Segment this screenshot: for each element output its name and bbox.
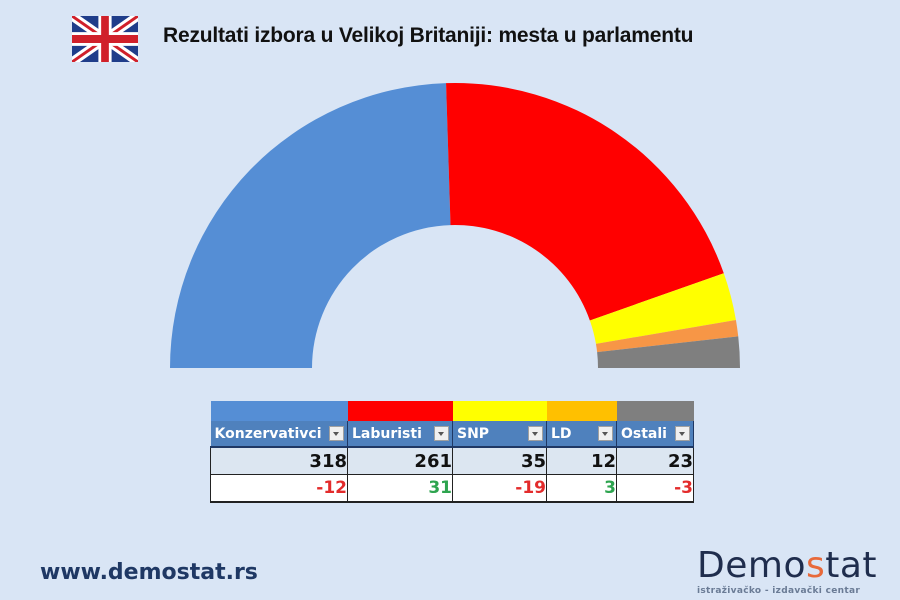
filter-dropdown-icon[interactable] [528, 426, 543, 441]
seats-cell: 261 [347, 447, 453, 475]
slice-ostali [597, 336, 740, 368]
change-cell: 3 [546, 474, 617, 503]
seats-cell: 35 [452, 447, 547, 475]
filter-dropdown-icon[interactable] [598, 426, 613, 441]
change-cell: -3 [616, 474, 694, 503]
slice-laburisti [446, 83, 724, 321]
slice-konzervativci [170, 83, 451, 369]
column-header-laburisti[interactable]: Laburisti [347, 421, 453, 448]
seats-row: 318 261 35 12 23 [210, 447, 694, 475]
page-title: Rezultati izbora u Velikoj Britaniji: me… [163, 24, 694, 47]
seats-cell: 23 [616, 447, 694, 475]
change-cell: -12 [210, 474, 348, 503]
results-table: Konzervativci Laburisti SNP LD Ostali 31… [210, 401, 694, 503]
swatch-ostali [616, 401, 694, 421]
swatch-konzervativci [210, 401, 348, 421]
header-row: Konzervativci Laburisti SNP LD Ostali [210, 421, 694, 448]
website-link[interactable]: www.demostat.rs [40, 560, 258, 585]
slice-ld [595, 319, 739, 353]
column-header-snp[interactable]: SNP [452, 421, 547, 448]
seats-cell: 318 [210, 447, 348, 475]
seats-cell: 12 [546, 447, 617, 475]
logo-tagline: istraživačko - izdavački centar [697, 586, 861, 596]
filter-dropdown-icon[interactable] [329, 426, 344, 441]
slice-snp [589, 273, 736, 344]
color-row [210, 401, 694, 421]
filter-dropdown-icon[interactable] [675, 426, 690, 441]
swatch-ld [546, 401, 617, 421]
seat-half-donut-chart [170, 83, 740, 369]
column-header-ostali[interactable]: Ostali [616, 421, 694, 448]
demostat-logo: Demostat istraživačko - izdavački centar [697, 545, 878, 597]
change-row: -12 31 -19 3 -3 [210, 474, 694, 503]
filter-dropdown-icon[interactable] [434, 426, 449, 441]
column-header-ld[interactable]: LD [546, 421, 617, 448]
change-cell: -19 [452, 474, 547, 503]
change-cell: 31 [347, 474, 453, 503]
swatch-laburisti [347, 401, 453, 421]
column-header-konzervativci[interactable]: Konzervativci [210, 421, 348, 448]
uk-flag-icon [72, 16, 138, 62]
swatch-snp [452, 401, 547, 421]
